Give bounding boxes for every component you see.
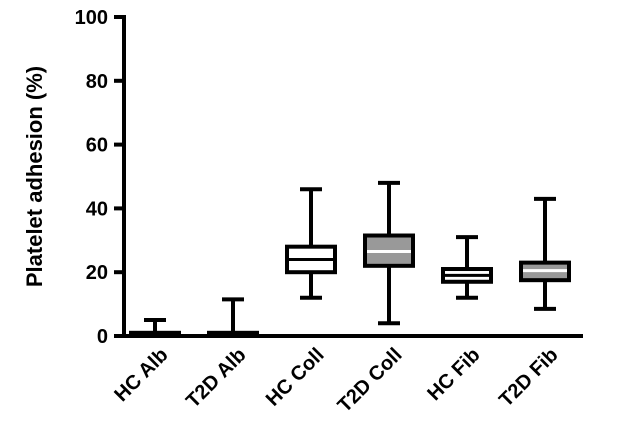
y-axis-title: Platelet adhesion (%): [22, 66, 47, 287]
x-tick-label: T2D Fib: [495, 344, 562, 411]
y-tick-label: 0: [97, 326, 108, 348]
box-iqr: [129, 330, 181, 338]
box-iqr: [207, 330, 259, 338]
x-tick-label: T2D Coll: [334, 344, 407, 417]
y-tick-label: 40: [86, 198, 108, 220]
box-layer: [129, 180, 571, 338]
x-tick-label: HC Fib: [423, 344, 484, 405]
y-tick-label: 100: [75, 7, 108, 29]
x-tick-label: HC Coll: [262, 344, 329, 411]
y-tick-label: 20: [86, 262, 108, 284]
y-tick-label: 80: [86, 71, 108, 93]
x-tick-label: HC Alb: [110, 344, 172, 406]
axis-layer: [114, 15, 583, 338]
y-tick-label: 60: [86, 135, 108, 157]
x-tick-label: T2D Alb: [182, 344, 250, 412]
